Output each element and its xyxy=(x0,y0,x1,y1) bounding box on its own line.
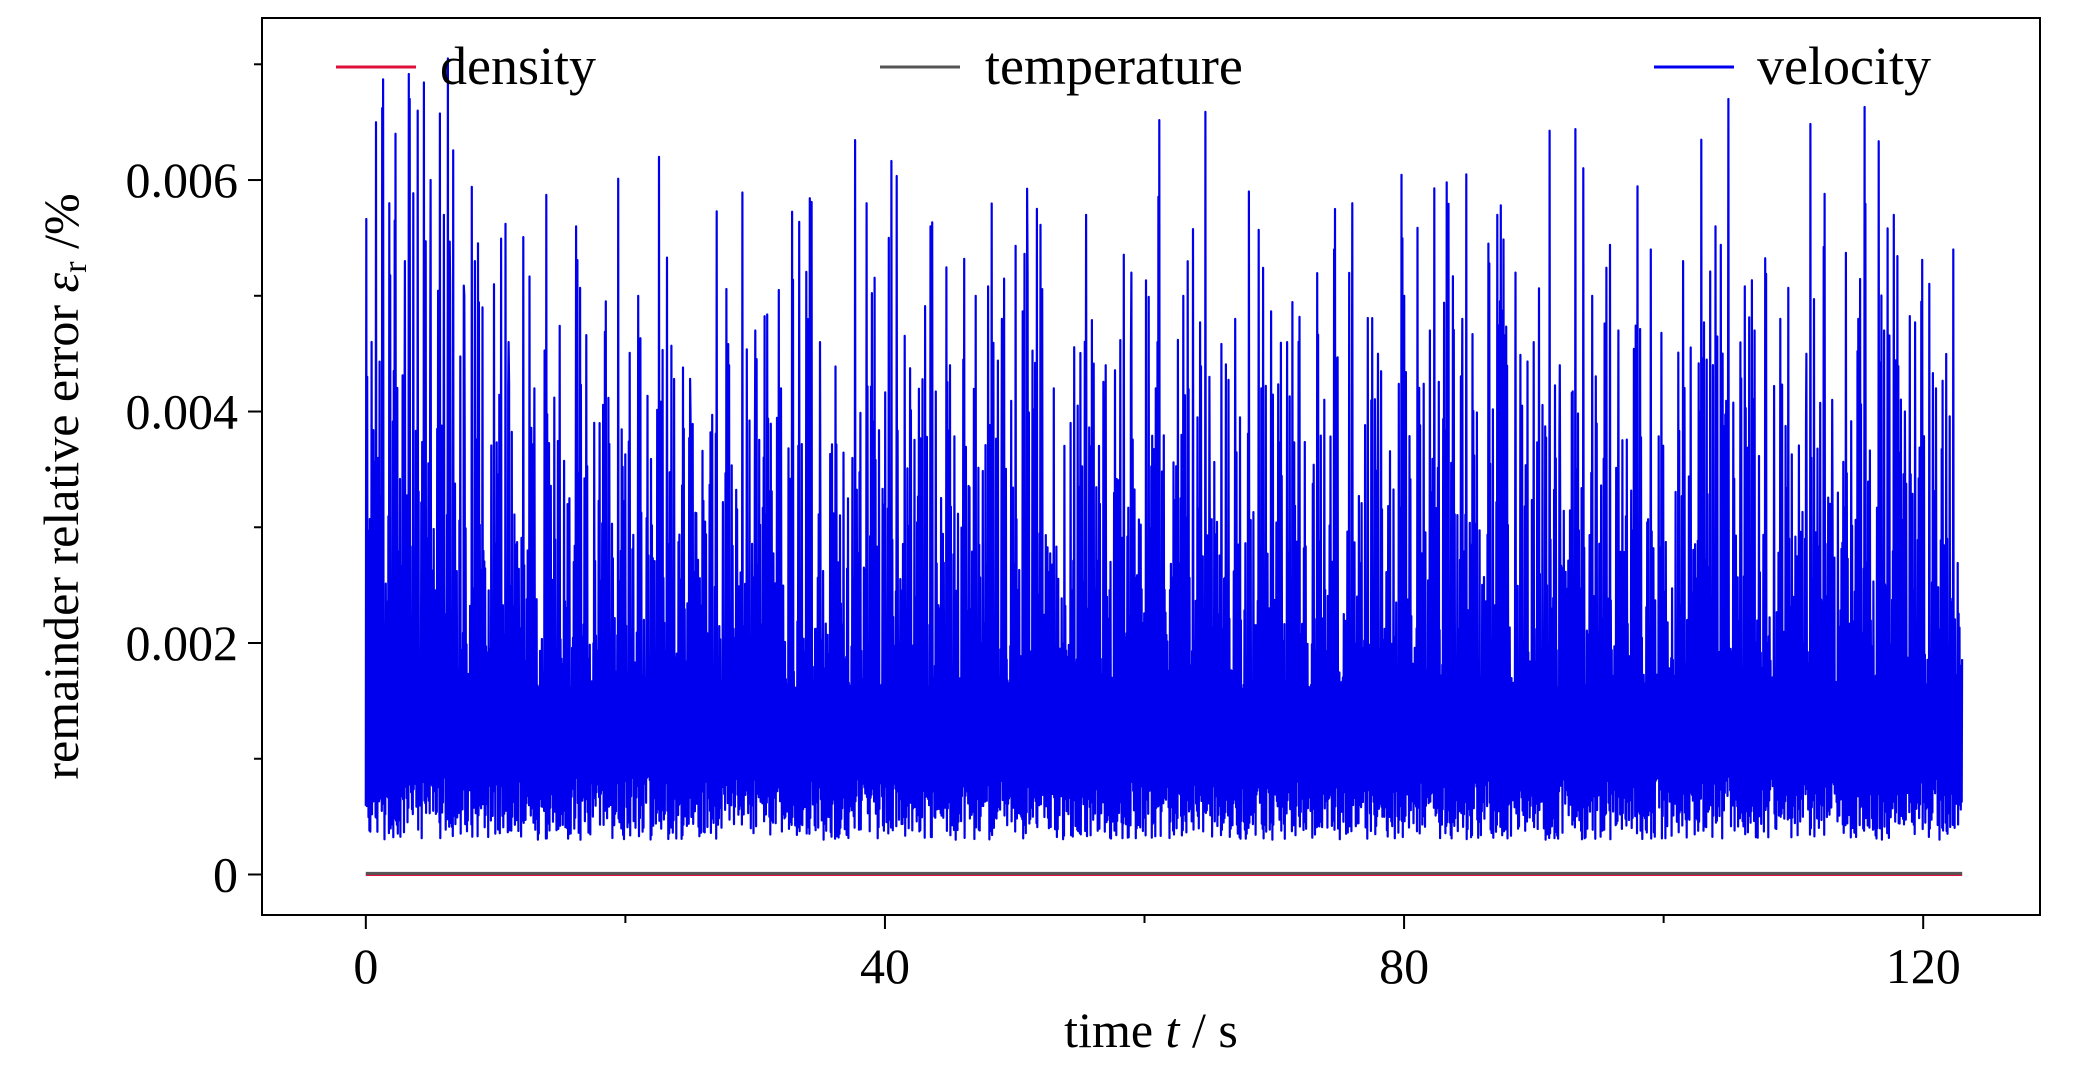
legend: density temperature velocity xyxy=(336,36,1931,96)
x-axis-label-unit: / s xyxy=(1179,1002,1237,1058)
x-tick-label: 0 xyxy=(353,938,378,994)
x-tick-label: 40 xyxy=(860,938,910,994)
y-axis-label-prefix: remainder relative error xyxy=(33,292,89,779)
x-axis-label-variable: t xyxy=(1166,1002,1181,1058)
y-axis-label-unit: /% xyxy=(33,193,89,261)
y-tick-label: 0.004 xyxy=(126,384,239,440)
x-tick-label: 120 xyxy=(1886,938,1961,994)
legend-label-velocity: velocity xyxy=(1757,36,1931,96)
plot-frame xyxy=(261,17,2041,916)
tick-layer: 0 40 80 120 0 0.002 0.004 0.006 xyxy=(126,63,1961,994)
y-tick-label: 0.006 xyxy=(126,152,239,208)
legend-label-temperature: temperature xyxy=(985,36,1243,96)
x-axis-label-prefix: time xyxy=(1064,1002,1165,1058)
series-layer xyxy=(364,57,1964,876)
y-axis-label-subscript: r xyxy=(57,261,94,273)
x-axis-label: time t / s xyxy=(1064,1002,1238,1058)
y-tick-label: 0 xyxy=(213,846,238,902)
legend-label-density: density xyxy=(440,36,596,96)
y-axis-label-symbol: ε xyxy=(33,272,89,292)
series-line-velocity xyxy=(364,57,1964,841)
x-tick-label: 80 xyxy=(1379,938,1429,994)
y-axis-label: remainder relative error εr /% xyxy=(33,193,94,779)
y-tick-label: 0.002 xyxy=(126,615,239,671)
